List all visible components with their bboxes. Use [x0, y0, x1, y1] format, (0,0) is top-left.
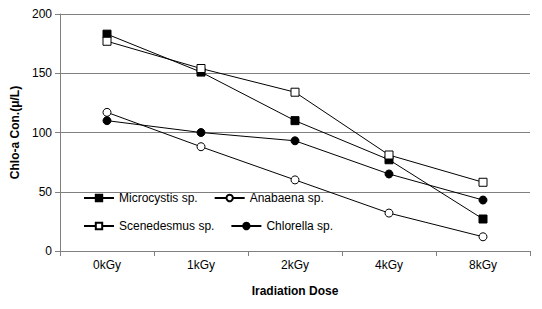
svg-text:Microcystis sp.: Microcystis sp.	[119, 191, 198, 205]
svg-text:Chlorella sp.: Chlorella sp.	[266, 219, 333, 233]
svg-text:2kGy: 2kGy	[281, 258, 309, 272]
svg-text:0: 0	[45, 244, 52, 258]
svg-text:150: 150	[32, 66, 52, 80]
svg-text:0kGy: 0kGy	[93, 258, 121, 272]
svg-text:200: 200	[32, 7, 52, 21]
svg-text:1kGy: 1kGy	[187, 258, 215, 272]
svg-text:Anabaena sp.: Anabaena sp.	[250, 191, 324, 205]
svg-text:100: 100	[32, 126, 52, 140]
svg-text:50: 50	[39, 185, 53, 199]
svg-text:4kGy: 4kGy	[375, 258, 403, 272]
svg-text:Chlo-a Con.(μ/L): Chlo-a Con.(μ/L)	[8, 86, 22, 179]
svg-text:Scenedesmus sp.: Scenedesmus sp.	[119, 219, 214, 233]
svg-text:8kGy: 8kGy	[469, 258, 497, 272]
svg-text:Iradiation Dose: Iradiation Dose	[252, 284, 339, 298]
